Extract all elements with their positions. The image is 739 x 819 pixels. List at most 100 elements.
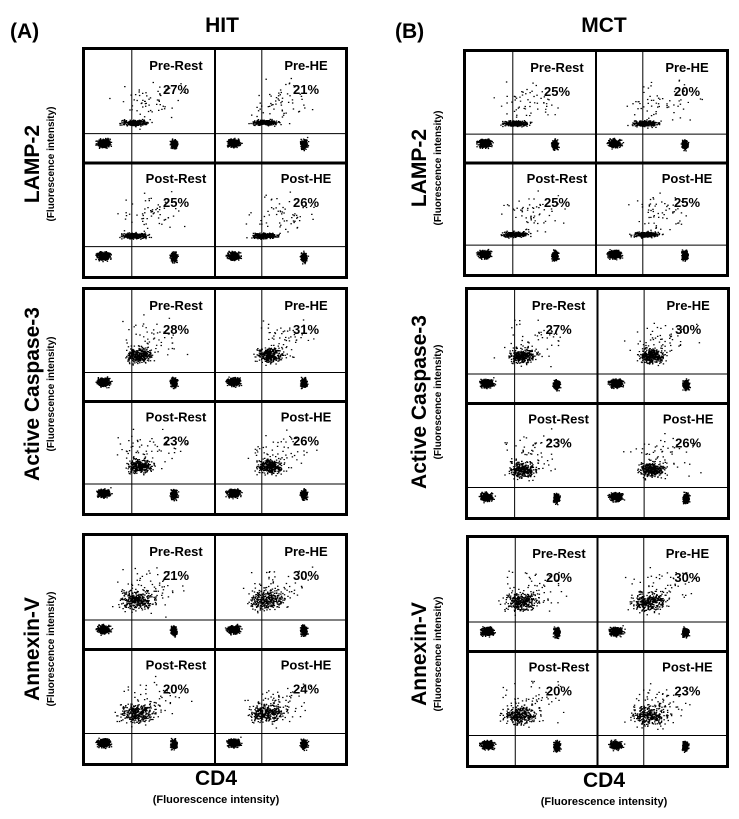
event-dots bbox=[299, 738, 310, 752]
subplot-label: Post-HE bbox=[662, 660, 713, 675]
subplot-percent: 25% bbox=[163, 195, 189, 210]
event-dots bbox=[248, 118, 282, 127]
panel-a-letter: (A) bbox=[10, 20, 40, 43]
event-dots bbox=[624, 702, 673, 731]
subplot-percent: 25% bbox=[544, 84, 570, 99]
event-dots bbox=[607, 491, 626, 503]
panel-b-title: MCT bbox=[581, 14, 627, 37]
event-dots bbox=[682, 491, 691, 505]
subplot-label: Post-HE bbox=[281, 658, 332, 673]
event-dots bbox=[299, 136, 310, 152]
subplot: Post-Rest 23% bbox=[85, 401, 215, 513]
event-dots bbox=[114, 703, 162, 728]
subplot-percent: 26% bbox=[293, 434, 319, 449]
panel-b-letter: (B) bbox=[395, 20, 425, 43]
subplot-label: Post-Rest bbox=[146, 658, 207, 673]
ylabel-main: Active Caspase-3 bbox=[408, 315, 431, 489]
ylabel-b-annexinv: Annexin-V (Fluorescence intensity) bbox=[408, 554, 448, 754]
subplot: Pre-HE 30% bbox=[597, 538, 726, 652]
xlabel-sub: (Fluorescence intensity) bbox=[152, 794, 280, 806]
subplot-percent: 24% bbox=[293, 682, 319, 697]
event-dots bbox=[119, 118, 153, 128]
event-dots bbox=[169, 138, 179, 150]
event-dots bbox=[606, 137, 625, 150]
subplot: Pre-Rest 25% bbox=[466, 52, 596, 163]
event-dots bbox=[682, 378, 692, 392]
subplot-label: Pre-HE bbox=[284, 298, 328, 313]
event-dots bbox=[226, 736, 243, 749]
xlabel-a: CD4 (Fluorescence intensity) bbox=[96, 766, 336, 808]
event-dots bbox=[169, 251, 179, 264]
event-dots bbox=[247, 700, 289, 725]
event-dots bbox=[169, 488, 180, 502]
subplot-percent: 23% bbox=[546, 436, 572, 451]
event-dots bbox=[257, 319, 315, 359]
event-dots bbox=[500, 230, 532, 239]
xlabel-b: CD4 (Fluorescence intensity) bbox=[484, 768, 724, 810]
subplot-percent: 30% bbox=[675, 322, 701, 337]
ylabel-a-annexinv: Annexin-V (Fluorescence intensity) bbox=[21, 549, 61, 749]
subplot-label: Pre-HE bbox=[284, 544, 328, 559]
event-dots bbox=[299, 376, 309, 390]
event-dots bbox=[225, 250, 243, 262]
event-dots bbox=[626, 79, 704, 129]
event-dots bbox=[681, 249, 689, 262]
event-dots bbox=[247, 587, 289, 614]
block-hit-active-caspase3: Pre-Rest 28% Pre-HE 31% Post-Rest 23% Post-HE 2… bbox=[82, 287, 348, 516]
event-dots bbox=[226, 137, 243, 149]
subplot: Pre-HE 20% bbox=[596, 52, 726, 163]
subplot-percent: 20% bbox=[546, 570, 572, 585]
event-dots bbox=[608, 625, 626, 638]
subplot-label: Post-HE bbox=[663, 412, 714, 427]
block-hit-annexinv: Pre-Rest 21% Pre-HE 30% Post-Rest 20% Post-HE 2… bbox=[82, 533, 348, 766]
event-dots bbox=[504, 460, 540, 482]
subplot-percent: 27% bbox=[546, 322, 572, 337]
event-dots bbox=[504, 428, 560, 472]
event-dots bbox=[224, 623, 243, 636]
dot-plot-grid: Pre-Rest 27% Pre-HE 30% Post-Rest 23% Post-HE 2… bbox=[468, 290, 727, 517]
block-hit-lamp2: Pre-Rest 27% Pre-HE 21% Post-Rest 25% Post-HE 2… bbox=[82, 47, 348, 279]
event-dots bbox=[498, 590, 545, 616]
event-dots bbox=[253, 347, 289, 366]
subplot: Post-HE 25% bbox=[596, 163, 726, 274]
event-dots bbox=[500, 119, 532, 128]
event-dots bbox=[95, 137, 113, 149]
subplot: Pre-Rest 20% bbox=[469, 538, 598, 652]
subplot: Post-Rest 20% bbox=[85, 649, 215, 763]
event-dots bbox=[169, 376, 179, 390]
event-dots bbox=[225, 488, 243, 500]
block-mct-annexinv: Pre-Rest 20% Pre-HE 30% Post-Rest 20% Post-HE 2… bbox=[466, 535, 729, 768]
event-dots bbox=[552, 626, 561, 640]
ylabel-main: LAMP-2 bbox=[408, 128, 431, 208]
dot-plot-grid: Pre-Rest 20% Pre-HE 30% Post-Rest 20% Post-HE 2… bbox=[469, 538, 726, 765]
event-dots bbox=[95, 737, 113, 750]
event-dots bbox=[550, 138, 560, 152]
block-mct-lamp2: Pre-Rest 25% Pre-HE 20% Post-Rest 25% Post-HE 2… bbox=[463, 49, 729, 277]
subplot-percent: 20% bbox=[674, 84, 700, 99]
subplot-label: Post-Rest bbox=[529, 660, 590, 675]
subplot: Post-HE 24% bbox=[215, 649, 345, 763]
dot-plot-grid: Pre-Rest 21% Pre-HE 30% Post-Rest 20% Post-HE 2… bbox=[85, 536, 345, 763]
event-dots bbox=[680, 139, 690, 152]
ylabel-main: Annexin-V bbox=[21, 597, 44, 701]
event-dots bbox=[553, 739, 562, 753]
event-dots bbox=[245, 191, 315, 240]
event-dots bbox=[169, 737, 178, 751]
ylabel-main: LAMP-2 bbox=[21, 124, 44, 204]
event-dots bbox=[299, 488, 309, 501]
event-dots bbox=[475, 248, 493, 261]
event-dots bbox=[117, 191, 186, 232]
subplot: Post-HE 26% bbox=[215, 401, 345, 513]
subplot: Pre-HE 30% bbox=[597, 290, 727, 404]
dot-plot-grid: Pre-Rest 28% Pre-HE 31% Post-Rest 23% Post-HE 2… bbox=[85, 290, 345, 513]
event-dots bbox=[681, 740, 690, 754]
xlabel-main: CD4 bbox=[194, 767, 237, 790]
event-dots bbox=[508, 345, 539, 367]
subplot: Pre-Rest 21% bbox=[85, 536, 215, 650]
subplot-label: Pre-Rest bbox=[530, 60, 584, 75]
event-dots bbox=[299, 624, 309, 638]
subplot: Pre-Rest 27% bbox=[85, 50, 215, 163]
event-dots bbox=[627, 120, 662, 129]
event-dots bbox=[552, 492, 561, 506]
block-mct-active-caspase3: Pre-Rest 27% Pre-HE 30% Post-Rest 23% Post-HE 2… bbox=[465, 287, 730, 520]
